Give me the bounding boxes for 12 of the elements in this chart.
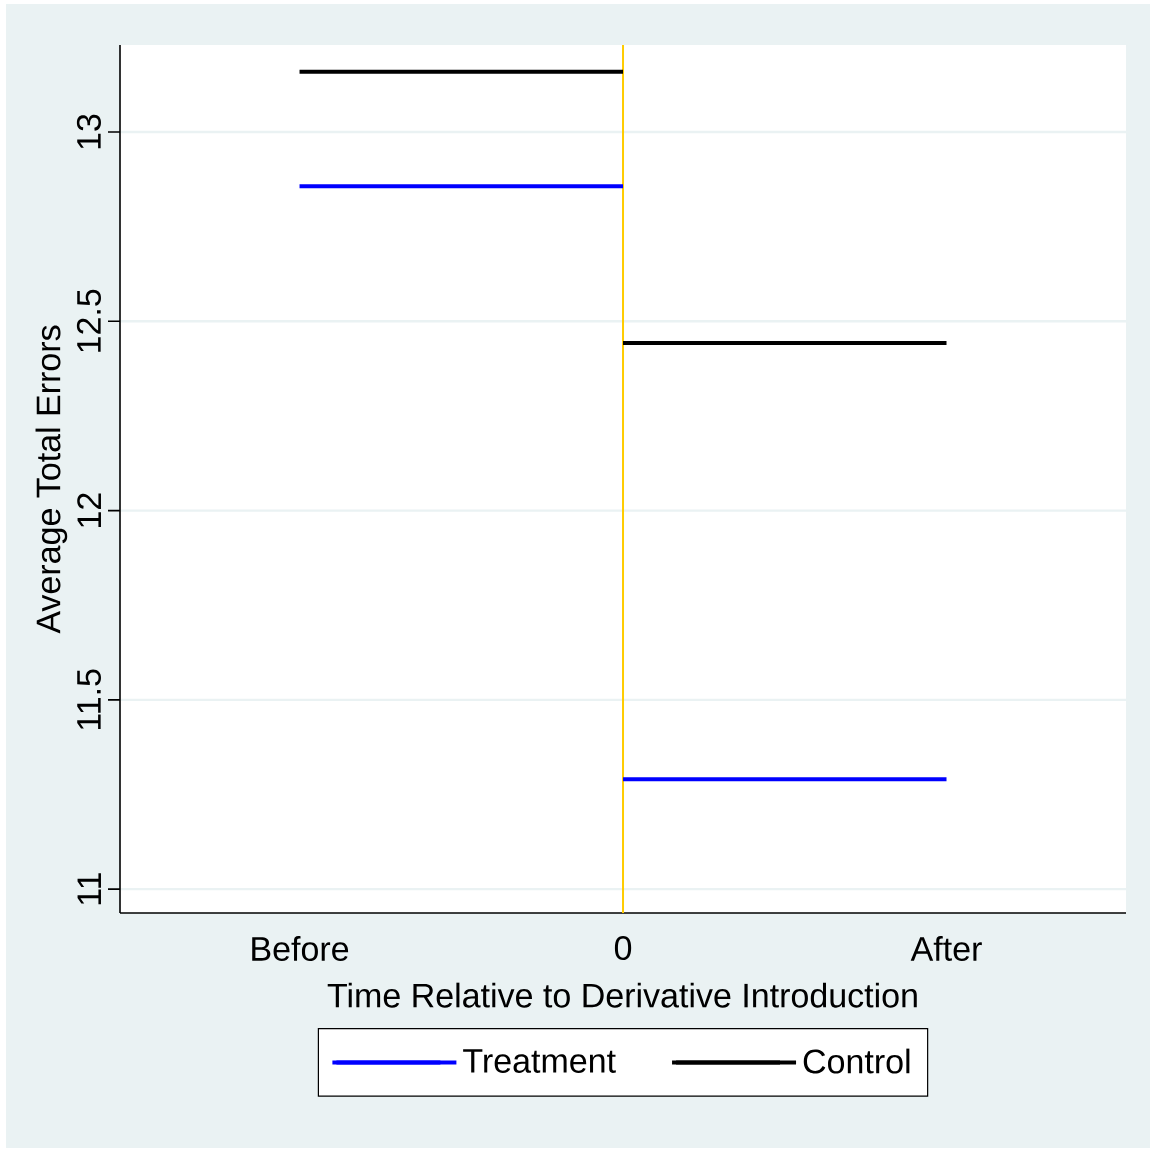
x-axis-title: Time Relative to Derivative Introduction bbox=[327, 982, 917, 1008]
x-tick-label: After bbox=[910, 936, 982, 961]
y-tick-label: 11.5 bbox=[77, 669, 101, 730]
x-tick-label: Before bbox=[252, 936, 349, 961]
y-axis-title: Average Total Errors bbox=[35, 325, 68, 634]
y-tick-label: 12.5 bbox=[76, 289, 101, 352]
y-tick-label: 12 bbox=[77, 493, 101, 527]
x-tick-label: 0 bbox=[614, 936, 632, 961]
legend-label: Treatment bbox=[463, 1049, 616, 1073]
legend-label: Control bbox=[803, 1048, 910, 1074]
y-tick-label: 11 bbox=[77, 873, 101, 905]
y-tick-label: 13 bbox=[76, 114, 101, 149]
